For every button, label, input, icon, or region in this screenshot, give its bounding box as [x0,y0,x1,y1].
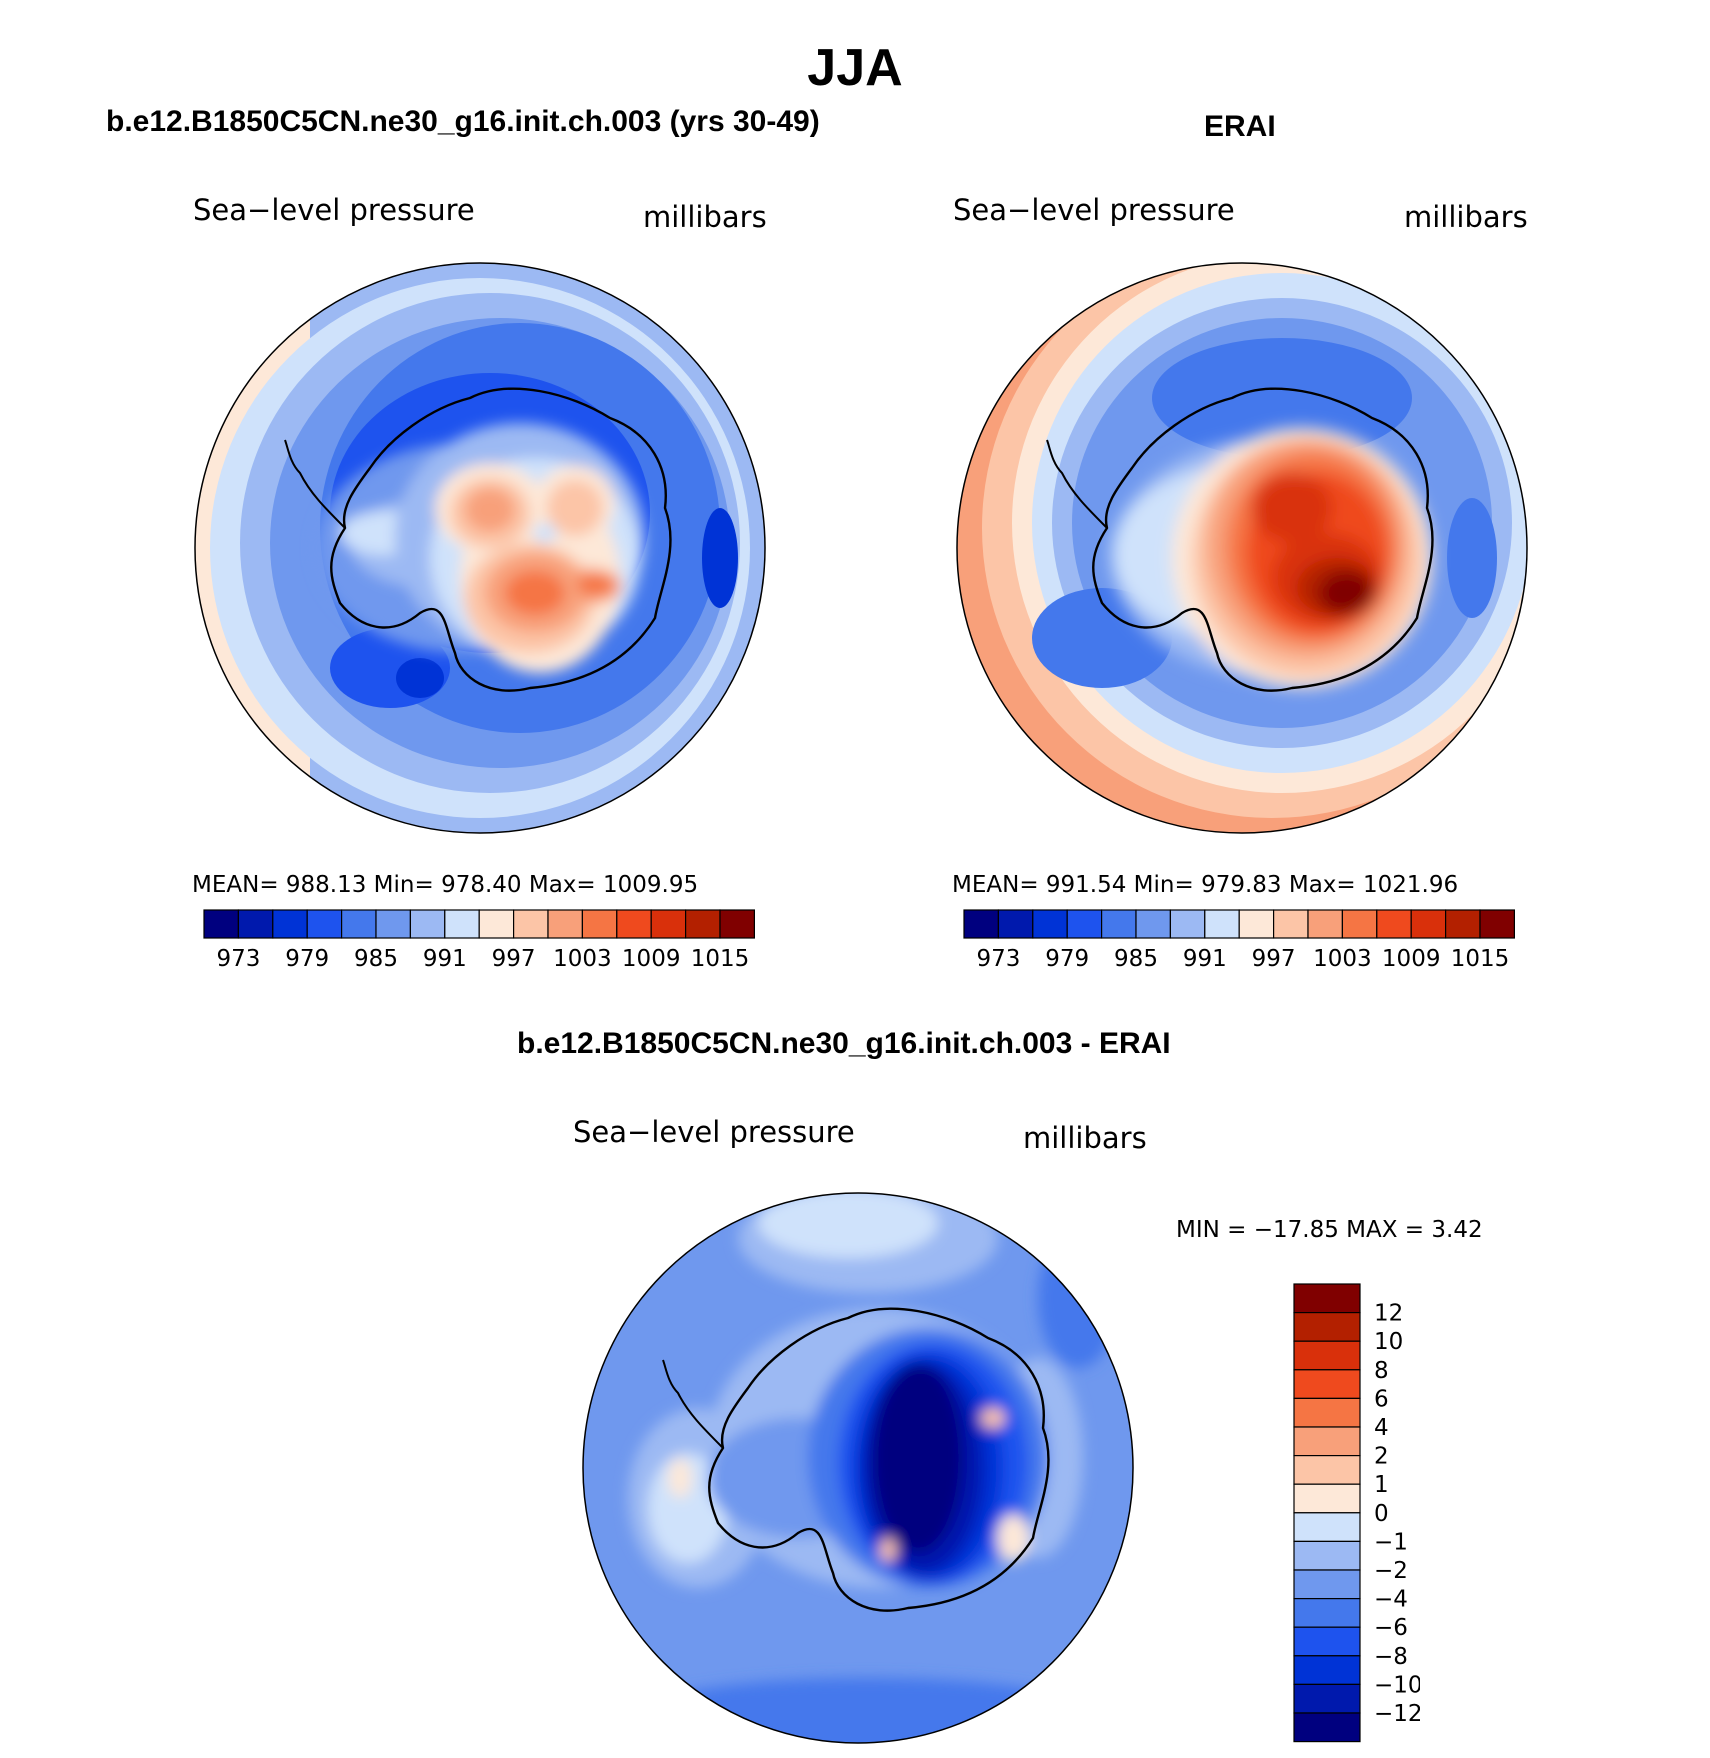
model-colorbar: 973 979 985 991 997 1003 1009 1015 [203,909,756,972]
diff-stats: MIN = −17.85 MAX = 3.42 [1176,1217,1483,1243]
figure-title: JJA [807,39,903,97]
colorbar-swatch [375,909,412,939]
colorbar-tick-label: 973 [216,946,260,972]
colorbar-tick-label: 12 [1374,1301,1403,1327]
colorbar-tick-label: 4 [1374,1415,1389,1441]
colorbar-swatch [1293,1455,1361,1485]
diff-slp-map [582,1192,1134,1744]
colorbar-swatch [1410,909,1447,939]
obs-slp-map [956,262,1528,834]
colorbar-swatch [341,909,377,939]
diff-panel-title: b.e12.B1850C5CN.ne30_g16.init.ch.003 - E… [517,1027,1171,1060]
colorbar-swatch [409,909,446,939]
colorbar-swatch [1293,1426,1361,1457]
colorbar-swatch [1293,1598,1361,1628]
colorbar-swatch [237,909,274,939]
colorbar-tick-label: −2 [1374,1558,1408,1584]
colorbar-tick-label: 997 [492,946,536,972]
colorbar-swatch [650,909,687,939]
colorbar-swatch [203,909,240,939]
colorbar-tick-label: 10 [1374,1329,1403,1355]
diff-units-label: millibars [1023,1121,1147,1155]
obs-panel-title: ERAI [1204,110,1276,143]
colorbar-tick-label: 979 [1045,946,1089,972]
colorbar-swatch [1169,909,1206,939]
model-variable-label: Sea−level pressure [193,193,475,227]
colorbar-swatch [306,909,343,939]
colorbar-swatch [444,909,480,939]
diff-variable-label: Sea−level pressure [573,1115,855,1149]
colorbar-tick-label: 997 [1252,946,1296,972]
colorbar-swatch [478,909,515,939]
colorbar-swatch [272,909,308,939]
colorbar-swatch [1032,909,1068,939]
colorbar-swatch [1341,909,1378,939]
colorbar-swatch [1293,1683,1361,1714]
colorbar-swatch [1238,909,1275,939]
colorbar-swatch [719,909,756,939]
colorbar-swatch [1135,909,1172,939]
colorbar-swatch [1293,1655,1361,1685]
colorbar-tick-label: 973 [976,946,1020,972]
colorbar-swatch [1293,1626,1361,1657]
colorbar-tick-label: 6 [1374,1386,1389,1412]
colorbar-tick-label: −12 [1374,1701,1420,1727]
colorbar-swatch [1293,1540,1361,1571]
colorbar-swatch [1293,1311,1361,1342]
colorbar-tick-label: −4 [1374,1587,1408,1613]
colorbar-tick-label: −1 [1374,1529,1408,1555]
colorbar-tick-label: −6 [1374,1615,1408,1641]
colorbar-swatch [685,909,721,939]
colorbar-tick-label: 991 [1183,946,1227,972]
colorbar-tick-label: 1015 [1451,946,1510,972]
colorbar-swatch [1307,909,1344,939]
colorbar-swatch [963,909,1000,939]
colorbar-swatch [1273,909,1309,939]
colorbar-swatch [1293,1512,1361,1543]
colorbar-swatch [1293,1283,1361,1314]
colorbar-swatch [1479,909,1516,939]
colorbar-tick-label: 2 [1374,1444,1389,1470]
model-units-label: millibars [643,200,767,234]
colorbar-tick-label: 8 [1374,1358,1389,1384]
colorbar-swatch [547,909,584,939]
colorbar-tick-label: 985 [354,946,398,972]
colorbar-tick-label: 0 [1374,1501,1389,1527]
colorbar-swatch [1445,909,1481,939]
obs-units-label: millibars [1404,200,1528,234]
model-slp-map [194,262,766,834]
colorbar-swatch [1204,909,1240,939]
colorbar-tick-label: 979 [285,946,329,972]
obs-stats: MEAN= 991.54 Min= 979.83 Max= 1021.96 [952,872,1459,898]
colorbar-swatch [1376,909,1412,939]
colorbar-swatch [1293,1483,1361,1514]
colorbar-tick-label: 1015 [691,946,750,972]
colorbar-swatch [581,909,618,939]
colorbar-tick-label: 1 [1374,1472,1389,1498]
colorbar-swatch [1293,1397,1361,1428]
colorbar-tick-label: 985 [1114,946,1158,972]
colorbar-swatch [1293,1712,1361,1743]
model-panel-title: b.e12.B1850C5CN.ne30_g16.init.ch.003 (yr… [106,105,820,138]
obs-colorbar: 973 979 985 991 997 1003 1009 1015 [963,909,1516,972]
obs-variable-label: Sea−level pressure [953,193,1235,227]
colorbar-tick-label: 991 [423,946,467,972]
colorbar-tick-label: 1003 [1313,946,1372,972]
colorbar-swatch [1293,1340,1361,1371]
colorbar-swatch [513,909,549,939]
model-stats: MEAN= 988.13 Min= 978.40 Max= 1009.95 [192,872,699,898]
colorbar-swatch [616,909,652,939]
colorbar-tick-label: 1003 [553,946,612,972]
colorbar-swatch [1066,909,1103,939]
colorbar-tick-label: −10 [1374,1672,1420,1698]
colorbar-tick-label: −8 [1374,1644,1408,1670]
colorbar-swatch [1293,1369,1361,1400]
colorbar-swatch [997,909,1034,939]
colorbar-tick-label: 1009 [1382,946,1441,972]
colorbar-swatch [1293,1569,1361,1600]
colorbar-tick-label: 1009 [622,946,681,972]
colorbar-swatch [1101,909,1137,939]
